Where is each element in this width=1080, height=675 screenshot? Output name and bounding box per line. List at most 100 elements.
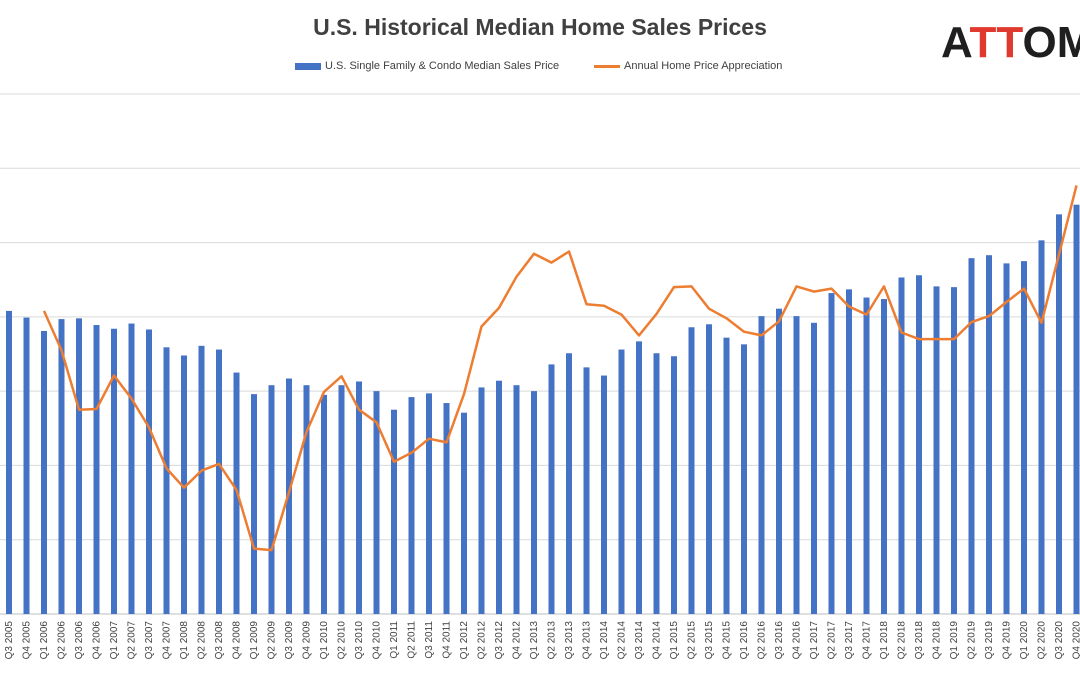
bar-q1-2020 [1021, 261, 1027, 614]
x-tick-label: Q4 2009 [302, 621, 313, 660]
x-tick-label: Q2 2015 [687, 621, 698, 660]
x-tick-label: Q3 2015 [704, 621, 715, 660]
bar-q4-2018 [933, 286, 940, 614]
x-tick-label: Q3 2020 [1054, 621, 1065, 660]
x-tick-label: Q2 2017 [827, 621, 838, 660]
bar-q1-2017 [811, 322, 817, 614]
bar-q4-2015 [723, 337, 730, 614]
legend-item-line: Annual Home Price Appreciation [594, 60, 782, 72]
x-tick-label: Q4 2005 [22, 621, 33, 660]
bar-q4-2011 [443, 403, 450, 614]
x-tick-label: Q4 2015 [722, 621, 733, 660]
logo-wordmark: ATTOM [941, 18, 1080, 67]
x-tick-label: Q4 2006 [92, 621, 103, 660]
bar-q2-2012 [478, 387, 485, 614]
x-tick-label: Q4 2011 [442, 621, 453, 659]
x-tick-label: Q3 2010 [354, 621, 365, 660]
x-tick-label: Q3 2017 [844, 621, 855, 660]
x-tick-label: Q2 2012 [477, 621, 488, 660]
bar-q4-2005 [23, 317, 30, 614]
bar-q4-2007 [163, 347, 170, 614]
x-tick-label: Q2 2009 [267, 621, 278, 660]
x-tick-label: Q4 2012 [512, 621, 523, 660]
bar-q3-2018 [916, 275, 922, 614]
x-tick-label: Q1 2009 [249, 621, 260, 660]
x-tick-label: Q3 2005 [4, 621, 15, 660]
x-tick-label: Q1 2008 [179, 621, 190, 660]
x-tick-label: Q1 2016 [739, 621, 750, 660]
bar-q3-2012 [496, 380, 502, 614]
bar-q2-2009 [268, 385, 275, 614]
bar-q4-2009 [303, 385, 310, 614]
bar-q1-2015 [671, 356, 677, 614]
x-tick-labels: Q3 2005 Q4 2005 Q1 2006 Q2 2006 Q3 2006 Q4 20… [4, 621, 1080, 660]
bar-q2-2013 [548, 364, 555, 614]
x-tick-label: Q1 2020 [1019, 621, 1030, 660]
bar-q1-2019 [951, 287, 957, 614]
bar-q4-2014 [653, 353, 660, 614]
bar-q2-2011 [408, 397, 415, 614]
bar-q3-2016 [776, 308, 782, 614]
legend-item-bars: U.S. Single Family & Condo Median Sales … [295, 60, 559, 72]
x-tick-label: Q3 2012 [494, 621, 505, 660]
x-tick-label: Q1 2015 [669, 621, 680, 660]
x-tick-label: Q1 2014 [599, 621, 610, 660]
bar-q1-2008 [181, 355, 187, 614]
legend: U.S. Single Family & Condo Median Sales … [0, 60, 1080, 76]
x-tick-label: Q4 2019 [1002, 621, 1013, 660]
bar-q3-2010 [356, 381, 362, 614]
x-tick-label: Q2 2007 [127, 621, 138, 660]
x-tick-label: Q1 2017 [809, 621, 820, 660]
bar-q2-2018 [898, 277, 905, 614]
x-tick-label: Q1 2018 [879, 621, 890, 660]
x-tick-label: Q4 2016 [792, 621, 803, 660]
legend-label-line: Annual Home Price Appreciation [624, 60, 783, 72]
bar-q4-2017 [863, 297, 870, 614]
x-tick-label: Q2 2018 [897, 621, 908, 660]
x-tick-label: Q1 2012 [459, 621, 470, 660]
x-tick-label: Q4 2013 [582, 621, 593, 660]
x-tick-label: Q4 2007 [162, 621, 173, 660]
bar-q1-2007 [111, 328, 117, 614]
bar-q2-2016 [758, 316, 765, 614]
bar-q2-2019 [968, 258, 975, 614]
x-tick-label: Q2 2011 [407, 621, 418, 659]
line-series [42, 185, 1078, 552]
x-tick-label: Q3 2008 [214, 621, 225, 660]
bar-q2-2015 [688, 327, 695, 614]
bar-q1-2010 [321, 394, 327, 614]
x-tick-label: Q2 2020 [1037, 621, 1048, 660]
x-tick-label: Q4 2014 [652, 621, 663, 660]
x-tick-label: Q1 2010 [319, 621, 330, 660]
attom-logo: ATTOM [937, 18, 1080, 68]
bar-q3-2017 [846, 289, 852, 614]
x-tick-label: Q3 2006 [74, 621, 85, 660]
x-tick-label: Q1 2011 [389, 621, 400, 659]
x-tick-label: Q3 2007 [144, 621, 155, 660]
appreciation-line [42, 185, 1078, 552]
bar-q4-2016 [793, 316, 800, 614]
bar-q2-2010 [338, 385, 345, 614]
x-tick-label: Q2 2014 [617, 621, 628, 660]
chart-title: U.S. Historical Median Home Sales Prices [313, 14, 767, 40]
x-tick-label: Q3 2009 [284, 621, 295, 660]
legend-swatch-bar [295, 62, 321, 70]
x-tick-label: Q2 2019 [967, 621, 978, 660]
bar-q3-2005 [6, 310, 12, 614]
x-tick-label: Q1 2007 [109, 621, 120, 660]
bar-q1-2013 [531, 391, 537, 614]
gridlines [0, 93, 1080, 615]
bar-q3-2020 [1056, 214, 1062, 615]
bar-q1-2009 [251, 394, 257, 614]
bar-q2-2006 [58, 319, 65, 614]
bar-q3-2006 [76, 318, 82, 614]
x-tick-label: Q2 2016 [757, 621, 768, 660]
bar-q1-2006 [41, 330, 47, 614]
legend-swatch-line [594, 64, 620, 68]
x-tick-label: Q4 2018 [932, 621, 943, 660]
x-tick-label: Q1 2006 [39, 621, 50, 660]
bar-q4-2006 [93, 325, 100, 614]
bar-q1-2012 [461, 412, 467, 614]
x-tick-label: Q2 2010 [337, 621, 348, 660]
x-tick-label: Q4 2017 [862, 621, 873, 660]
